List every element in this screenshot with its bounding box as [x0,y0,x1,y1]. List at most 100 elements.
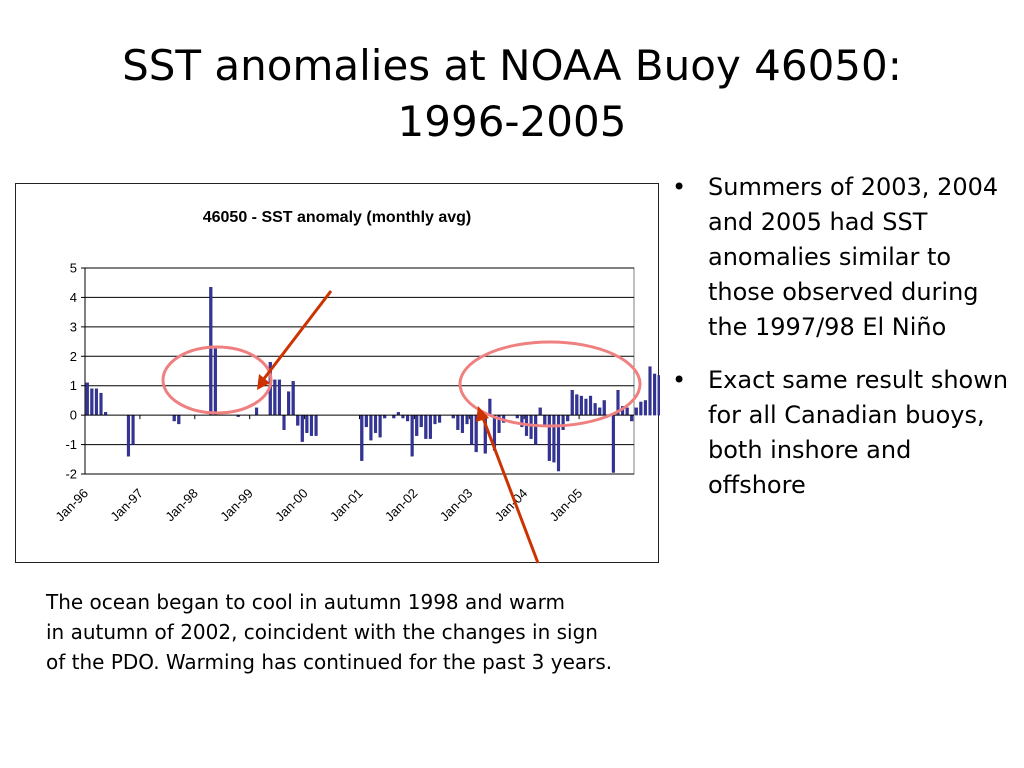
bullet-item: • Summers of 2003, 2004 and 2005 had SST… [668,170,1013,345]
bar [492,414,497,451]
bar [131,414,135,445]
x-tick-label: Jan-99 [217,486,256,525]
bar [465,414,469,425]
bullet-list: • Summers of 2003, 2004 and 2005 had SST… [668,170,1013,521]
bar [625,407,629,416]
bar [648,366,652,416]
bar [291,381,295,416]
x-tick-label: Jan-00 [272,486,311,525]
bar [126,414,131,457]
bar [524,414,529,436]
bar [177,414,181,425]
bar [90,388,94,416]
bar [209,286,213,416]
x-tick-label: Jan-97 [107,486,146,525]
bar [556,414,561,472]
bar [85,382,89,416]
chart-title: 46050 - SST anomaly (monthly avg) [203,209,472,226]
y-tick-label: 5 [70,261,77,276]
caption: The ocean began to cool in autumn 1998 a… [46,587,766,677]
x-tick-label: Jan-02 [382,486,421,525]
bar [497,414,501,433]
bar [566,414,570,422]
y-tick-label: -1 [65,437,77,452]
y-tick-label: 0 [70,408,77,423]
bar [364,414,368,428]
bar [172,414,176,422]
x-tick-label: Jan-03 [437,486,476,525]
bar [373,414,378,433]
bar [529,414,533,439]
bar [543,414,547,426]
bar [296,414,300,426]
slide-title-line-1: SST anomalies at NOAA Buoy 46050: [122,41,902,90]
caption-line: in autumn of 2002, coincident with the c… [46,620,598,644]
bar [410,414,414,457]
bar [99,392,103,416]
y-tick-label: -2 [65,467,77,482]
bar [634,407,638,416]
bar [534,414,538,445]
bar [277,379,282,416]
bar [428,414,432,439]
bullet-item: • Exact same result shown for all Canadi… [668,363,1013,503]
bar [369,414,373,441]
bar [538,407,542,416]
bar [575,394,579,416]
bar [213,345,217,416]
bar [305,414,309,433]
bar [254,407,259,416]
bar [602,400,606,416]
bar [653,373,657,416]
bar [579,395,583,416]
bar [474,414,478,453]
bar [547,414,551,461]
plot-area [84,267,635,475]
bar [552,414,556,463]
bar [620,406,625,416]
chart-frame: 46050 - SST anomaly (monthly avg) 5 4 3 2 1 0… [15,183,660,563]
axes [84,268,634,474]
y-tick-label: 4 [70,290,77,305]
bar [584,398,588,416]
bar [273,379,277,416]
bar [360,414,364,461]
x-tick-label: Jan-04 [492,486,531,525]
bar [415,414,419,436]
bar [460,414,465,433]
sst-anomaly-chart: 46050 - SST anomaly (monthly avg) 5 4 3 2 1 0… [52,209,660,525]
bar [433,414,437,425]
bar [570,389,574,416]
bar [282,414,286,430]
caption-line: of the PDO. Warming has continued for th… [46,650,613,674]
x-tick-label: Jan-96 [52,486,91,525]
bar [643,400,648,416]
bar [437,414,442,423]
bar [657,375,660,416]
x-tick-label: Jan-98 [162,486,201,525]
bar [630,414,634,422]
bar [598,407,602,416]
bar [502,414,506,423]
bullet-dot-icon: • [672,366,687,394]
y-tick-label: 1 [70,378,77,393]
bullet-dot-icon: • [672,173,687,201]
slide-title-line-2: 1996-2005 [397,97,627,146]
bar [287,391,291,416]
y-tick-label: 2 [70,349,77,364]
x-tick-label: Jan-01 [327,486,366,525]
bullet-text: Summers of 2003, 2004 and 2005 had SST a… [708,173,999,341]
bar [94,388,99,416]
bar [520,414,524,428]
y-tick-labels: 5 4 3 2 1 0 -1 -2 [65,261,85,482]
bar [639,401,643,416]
x-tick-label: Jan-05 [547,486,586,525]
bar [593,403,597,416]
bar [561,414,565,430]
bar [483,414,487,454]
slide-title: SST anomalies at NOAA Buoy 46050: 1996-2… [60,38,964,150]
bar [309,414,314,436]
bar [405,414,410,422]
bar [488,398,492,416]
bar [456,414,460,430]
